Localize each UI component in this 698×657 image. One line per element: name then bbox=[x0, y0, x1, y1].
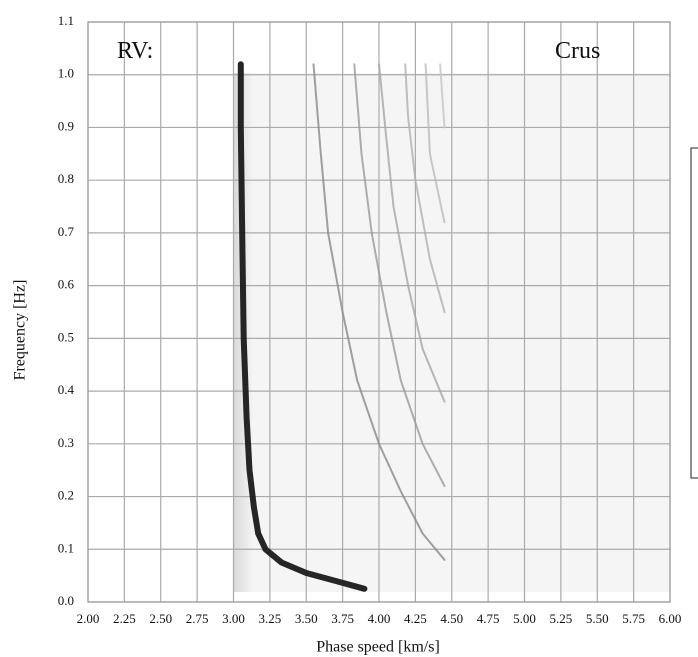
x-tick-label: 5.25 bbox=[550, 611, 573, 626]
x-tick-label: 2.50 bbox=[149, 611, 172, 626]
x-tick-label: 3.00 bbox=[222, 611, 245, 626]
y-tick-label: 0.6 bbox=[58, 277, 75, 292]
y-tick-label: 0.1 bbox=[58, 540, 74, 555]
x-tick-label: 3.50 bbox=[295, 611, 318, 626]
mode-curve bbox=[378, 63, 446, 403]
y-tick-label: 0.2 bbox=[58, 488, 74, 503]
mode-curve bbox=[312, 63, 446, 561]
x-tick-label: 5.50 bbox=[586, 611, 609, 626]
x-tick-label: 5.00 bbox=[513, 611, 536, 626]
y-tick-label: 0.3 bbox=[58, 435, 74, 450]
mode-curve bbox=[353, 63, 446, 487]
y-tick-label: 1.0 bbox=[58, 66, 74, 81]
x-tick-label: 3.75 bbox=[331, 611, 354, 626]
plot-frame bbox=[87, 21, 671, 603]
mode-curve bbox=[404, 63, 446, 313]
x-tick-label: 4.75 bbox=[477, 611, 500, 626]
colorbar-frame bbox=[690, 147, 698, 479]
x-axis-label: Phase speed [km/s] bbox=[316, 639, 440, 656]
x-tick-label: 2.25 bbox=[113, 611, 136, 626]
x-tick-label: 4.00 bbox=[368, 611, 391, 626]
x-tick-label: 6.00 bbox=[659, 611, 682, 626]
y-tick-label: 1.1 bbox=[58, 13, 74, 28]
annotation: Crus bbox=[555, 38, 600, 64]
x-tick-label: 5.75 bbox=[622, 611, 645, 626]
y-tick-label: 0.9 bbox=[58, 118, 74, 133]
x-tick-label: 2.75 bbox=[186, 611, 209, 626]
y-tick-label: 0.8 bbox=[58, 171, 74, 186]
y-axis-label: Frequency [Hz] bbox=[12, 280, 29, 381]
y-tick-label: 0.4 bbox=[58, 382, 75, 397]
annotation: RV: bbox=[117, 38, 153, 64]
x-tick-label: 3.25 bbox=[259, 611, 282, 626]
x-tick-label: 4.25 bbox=[404, 611, 427, 626]
curves bbox=[237, 61, 446, 592]
y-tick-label: 0.0 bbox=[58, 593, 74, 608]
mode-curve bbox=[424, 63, 446, 224]
y-tick-label: 0.7 bbox=[58, 224, 75, 239]
y-tick-label: 0.5 bbox=[58, 329, 74, 344]
mode-curve bbox=[439, 63, 446, 129]
x-tick-label: 4.50 bbox=[440, 611, 463, 626]
x-tick-label: 2.00 bbox=[77, 611, 100, 626]
mode-curve bbox=[237, 61, 368, 592]
